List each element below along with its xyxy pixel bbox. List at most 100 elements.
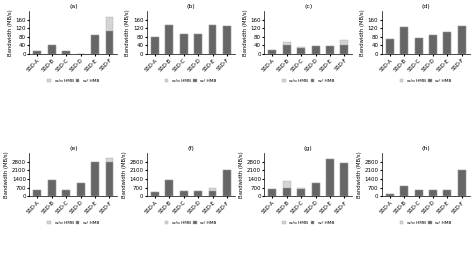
Bar [386, 194, 394, 196]
Bar [311, 183, 319, 196]
Bar [283, 45, 291, 54]
Bar [283, 182, 291, 196]
Bar [180, 34, 188, 54]
Bar [458, 170, 466, 196]
Bar [386, 194, 394, 196]
Bar [429, 189, 437, 196]
Bar [194, 34, 202, 54]
Legend: w/o HMB, w/ HMB: w/o HMB, w/ HMB [283, 221, 334, 225]
Bar [444, 33, 451, 54]
Title: (d): (d) [421, 4, 430, 9]
Y-axis label: Bandwidth (MB/s): Bandwidth (MB/s) [122, 151, 127, 198]
Title: (c): (c) [304, 4, 312, 9]
Bar [297, 189, 305, 196]
Bar [223, 170, 231, 196]
Title: (a): (a) [69, 4, 78, 9]
Bar [34, 190, 41, 196]
Bar [106, 17, 113, 54]
Bar [151, 192, 159, 196]
Bar [165, 180, 173, 196]
Legend: w/o HMB, w/ HMB: w/o HMB, w/ HMB [47, 79, 100, 83]
Bar [415, 38, 422, 54]
Bar [91, 35, 99, 54]
Bar [400, 186, 408, 196]
Bar [91, 162, 99, 196]
Bar [209, 188, 217, 196]
Bar [62, 190, 70, 196]
Bar [194, 34, 202, 54]
Bar [444, 189, 451, 196]
Bar [400, 27, 408, 54]
Bar [297, 188, 305, 196]
Bar [268, 189, 276, 196]
Bar [340, 163, 348, 196]
Bar [297, 48, 305, 54]
Title: (f): (f) [187, 146, 194, 151]
Bar [429, 35, 437, 54]
Bar [209, 191, 217, 196]
Bar [458, 170, 466, 196]
Bar [91, 162, 99, 196]
Bar [386, 39, 394, 54]
Bar [400, 27, 408, 54]
Bar [268, 50, 276, 54]
Bar [62, 190, 70, 196]
Bar [429, 189, 437, 196]
Legend: w/o HMB, w/ HMB: w/o HMB, w/ HMB [47, 221, 100, 225]
Bar [165, 25, 173, 54]
Bar [326, 46, 334, 54]
Bar [386, 39, 394, 54]
Bar [209, 25, 217, 54]
Bar [415, 38, 422, 54]
Bar [311, 46, 319, 54]
Bar [151, 37, 159, 54]
Bar [194, 191, 202, 196]
Y-axis label: Bandwidth (MB/s): Bandwidth (MB/s) [243, 9, 247, 56]
Bar [223, 26, 231, 54]
Y-axis label: Bandwidth (MB/s): Bandwidth (MB/s) [360, 9, 365, 56]
Bar [34, 190, 41, 196]
Bar [268, 50, 276, 54]
Bar [62, 51, 70, 54]
Legend: w/o HMB, w/ HMB: w/o HMB, w/ HMB [283, 79, 334, 83]
Bar [209, 25, 217, 54]
Legend: w/o HMB, w/ HMB: w/o HMB, w/ HMB [165, 221, 217, 225]
Bar [458, 26, 466, 54]
Bar [180, 191, 188, 196]
Bar [283, 188, 291, 196]
Bar [429, 35, 437, 54]
Bar [48, 45, 56, 54]
Bar [48, 180, 56, 196]
Title: (g): (g) [304, 146, 313, 151]
Bar [91, 35, 99, 54]
Bar [415, 190, 422, 196]
Bar [326, 159, 334, 196]
Bar [340, 163, 348, 196]
Bar [194, 191, 202, 196]
Bar [77, 183, 85, 196]
Bar [311, 46, 319, 54]
Bar [326, 159, 334, 196]
Bar [340, 40, 348, 54]
Bar [34, 51, 41, 54]
Y-axis label: Bandwidth (MB/s): Bandwidth (MB/s) [4, 151, 9, 198]
Legend: w/o HMB, w/ HMB: w/o HMB, w/ HMB [165, 79, 217, 83]
Bar [458, 26, 466, 54]
Bar [283, 42, 291, 54]
Bar [268, 189, 276, 196]
Bar [297, 47, 305, 54]
Bar [48, 45, 56, 54]
Bar [444, 189, 451, 196]
Bar [223, 170, 231, 196]
Y-axis label: Bandwidth (MB/s): Bandwidth (MB/s) [356, 151, 362, 198]
Bar [106, 32, 113, 54]
Bar [106, 158, 113, 196]
Bar [34, 51, 41, 54]
Bar [151, 192, 159, 196]
Bar [165, 25, 173, 54]
Bar [400, 186, 408, 196]
Bar [62, 51, 70, 54]
Bar [165, 180, 173, 196]
Bar [340, 45, 348, 54]
Bar [77, 183, 85, 196]
